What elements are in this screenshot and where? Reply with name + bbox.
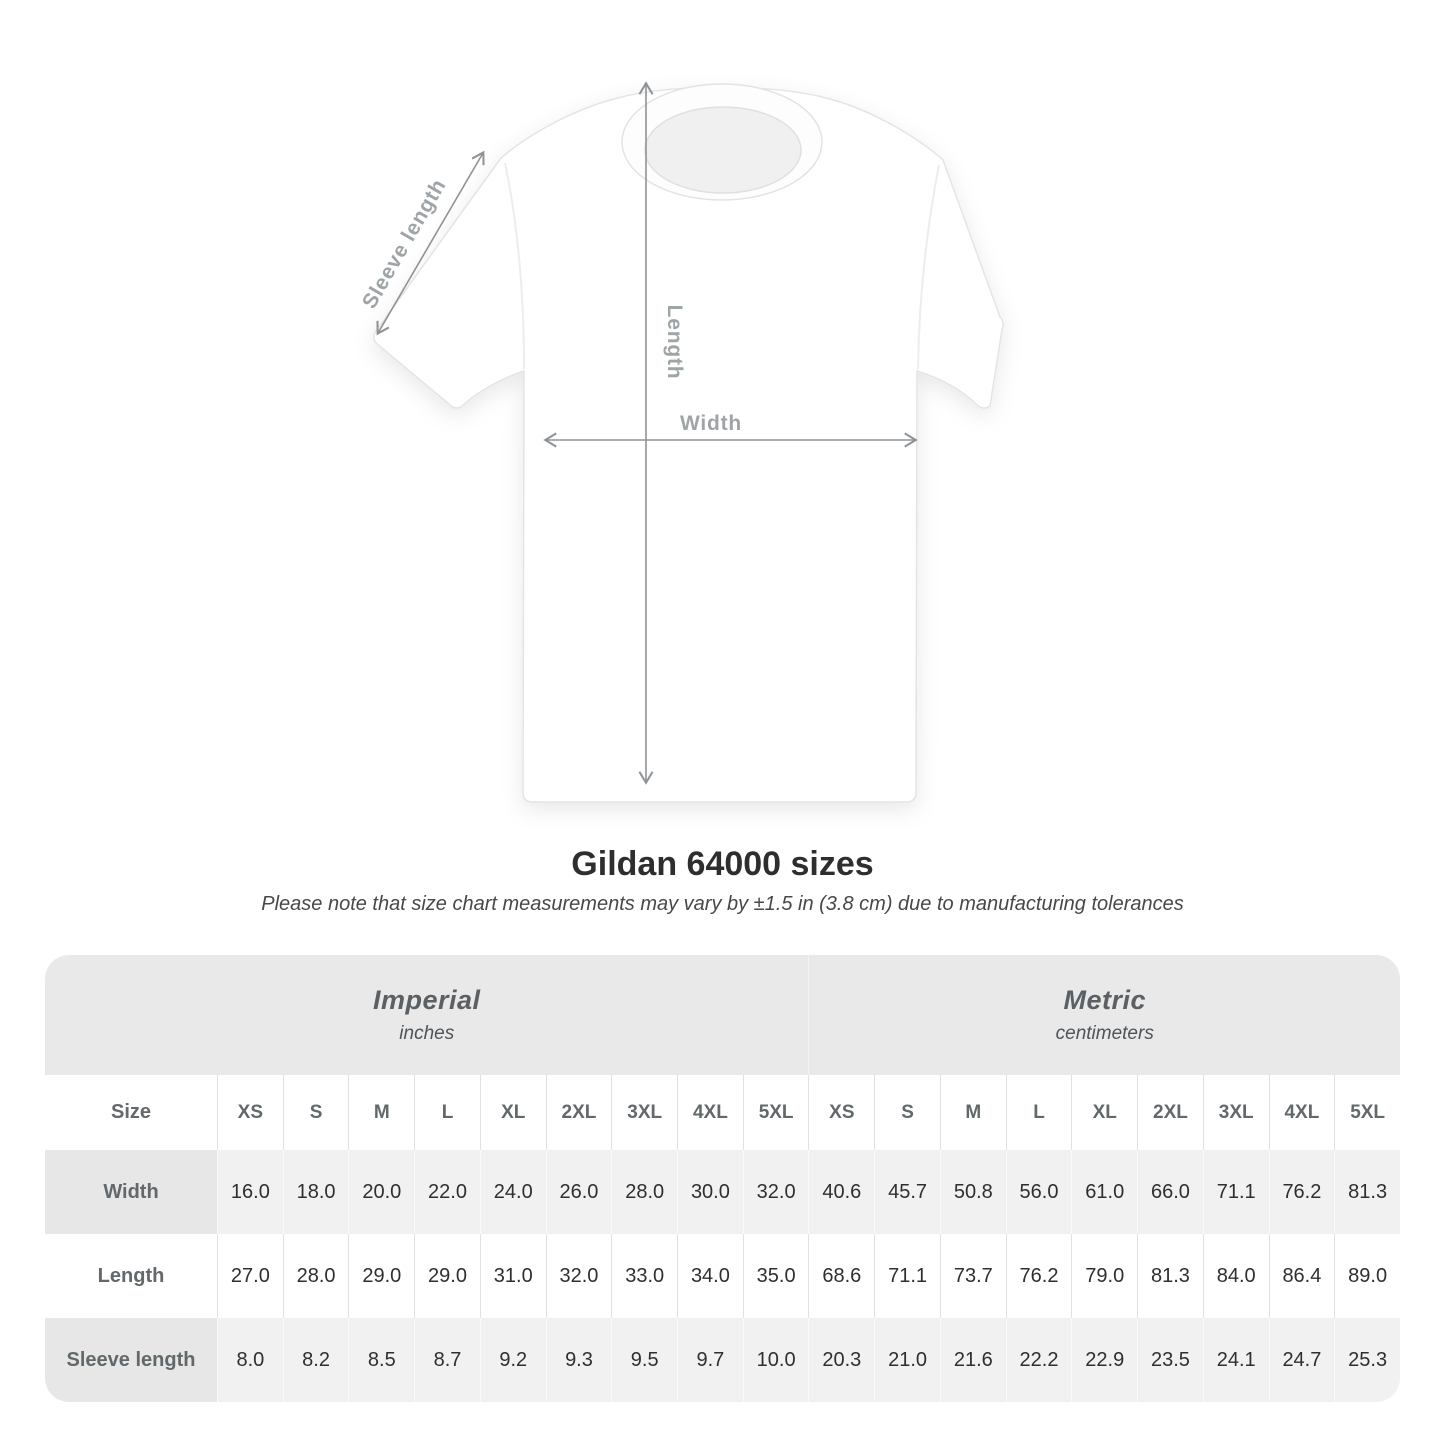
value-cell: 76.2 [1005, 1234, 1072, 1318]
value-cell: 66.0 [1137, 1150, 1203, 1234]
value-cell: 20.0 [348, 1150, 415, 1234]
value-cell: 71.1 [874, 1234, 940, 1318]
value-cell: 22.2 [1005, 1318, 1072, 1402]
value-cell: 81.3 [1334, 1150, 1400, 1234]
size-header-cell: 5XL [1334, 1075, 1400, 1150]
value-cell: 24.1 [1202, 1318, 1269, 1402]
row-label: Sleeve length [45, 1318, 217, 1402]
value-cell: 31.0 [479, 1234, 546, 1318]
value-cell: 29.0 [414, 1234, 480, 1318]
value-cell: 28.0 [282, 1234, 349, 1318]
value-cell: 27.0 [217, 1234, 283, 1318]
value-cell: 28.0 [611, 1150, 678, 1234]
metric-section-unit: centimeters [1055, 1023, 1154, 1044]
value-cell: 84.0 [1202, 1234, 1269, 1318]
width-label: Width [680, 412, 742, 435]
value-cell: 21.0 [874, 1318, 940, 1402]
value-cell: 86.4 [1268, 1234, 1335, 1318]
value-cell: 29.0 [348, 1234, 414, 1318]
value-cell: 24.0 [479, 1150, 546, 1234]
value-cell: 68.6 [808, 1234, 874, 1318]
value-cell: 32.0 [742, 1150, 809, 1234]
value-cell: 30.0 [677, 1150, 743, 1234]
size-chart-table: Imperial inches Metric centimeters Size … [45, 955, 1400, 1402]
value-cell: 32.0 [545, 1234, 612, 1318]
value-cell: 9.5 [611, 1318, 678, 1402]
value-cell: 25.3 [1334, 1318, 1400, 1402]
metric-section-title: Metric [1063, 985, 1146, 1015]
measurement-arrows [376, 81, 918, 785]
size-header-cell: XL [479, 1075, 546, 1150]
size-header-cell: 2XL [545, 1075, 612, 1150]
value-cell: 16.0 [217, 1150, 283, 1234]
value-cell: 21.6 [939, 1318, 1006, 1402]
page-title: Gildan 64000 sizes [571, 845, 874, 883]
value-cell: 24.7 [1268, 1318, 1335, 1402]
size-header-cell: XS [217, 1075, 283, 1150]
value-cell: 26.0 [545, 1150, 612, 1234]
size-header-cell: 3XL [1202, 1075, 1269, 1150]
value-cell: 8.7 [414, 1318, 480, 1402]
value-cell: 18.0 [282, 1150, 349, 1234]
value-cell: 50.8 [939, 1150, 1006, 1234]
size-header-cell: 3XL [611, 1075, 677, 1150]
size-header-cell: S [874, 1075, 940, 1150]
value-cell: 34.0 [677, 1234, 743, 1318]
value-cell: 22.9 [1071, 1318, 1138, 1402]
size-column-label: Size [110, 1101, 152, 1123]
value-cell: 73.7 [939, 1234, 1006, 1318]
value-cell: 9.2 [479, 1318, 546, 1402]
value-cell: 81.3 [1137, 1234, 1203, 1318]
value-cell: 20.3 [808, 1318, 875, 1402]
imperial-section-unit: inches [399, 1023, 455, 1044]
row-label: Length [97, 1264, 165, 1287]
metric-section-header: Metric centimeters [808, 955, 1400, 1075]
value-cell: 23.5 [1137, 1318, 1203, 1402]
collar-opening [644, 106, 802, 194]
value-cell: 8.0 [217, 1318, 283, 1402]
value-cell: 61.0 [1071, 1150, 1138, 1234]
size-header-cell: L [1005, 1075, 1072, 1150]
value-cell: 33.0 [611, 1234, 677, 1318]
row-label: Width [45, 1150, 217, 1234]
size-header-cell: 5XL [742, 1075, 809, 1150]
value-cell: 76.2 [1268, 1150, 1335, 1234]
sleeve-length-arrow [376, 150, 485, 336]
value-cell: 40.6 [808, 1150, 875, 1234]
imperial-section-header: Imperial inches [45, 955, 809, 1075]
value-cell: 10.0 [742, 1318, 809, 1402]
value-cell: 8.2 [282, 1318, 349, 1402]
value-cell: 71.1 [1202, 1150, 1269, 1234]
value-cell: 89.0 [1334, 1234, 1400, 1318]
size-header-cell: S [282, 1075, 349, 1150]
value-cell: 79.0 [1071, 1234, 1137, 1318]
size-header-cell: XL [1071, 1075, 1137, 1150]
size-header-cell: 4XL [677, 1075, 743, 1150]
size-header-cell: 4XL [1268, 1075, 1335, 1150]
size-header-cell: XS [808, 1075, 874, 1150]
length-label: Length [663, 305, 686, 380]
tshirt-illustration [373, 83, 1004, 803]
value-cell: 45.7 [874, 1150, 940, 1234]
value-cell: 8.5 [348, 1318, 415, 1402]
size-header-cell: L [414, 1075, 480, 1150]
size-header-cell: M [939, 1075, 1006, 1150]
value-cell: 9.7 [677, 1318, 743, 1402]
value-cell: 22.0 [414, 1150, 480, 1234]
value-cell: 56.0 [1005, 1150, 1072, 1234]
tshirt-measurement-diagram: Sleeve length Length Width [358, 81, 1004, 803]
value-cell: 9.3 [545, 1318, 612, 1402]
imperial-section-title: Imperial [372, 985, 481, 1015]
size-header-cell: 2XL [1137, 1075, 1203, 1150]
tolerance-note: Please note that size chart measurements… [261, 893, 1184, 915]
value-cell: 35.0 [742, 1234, 809, 1318]
size-header-cell: M [348, 1075, 414, 1150]
